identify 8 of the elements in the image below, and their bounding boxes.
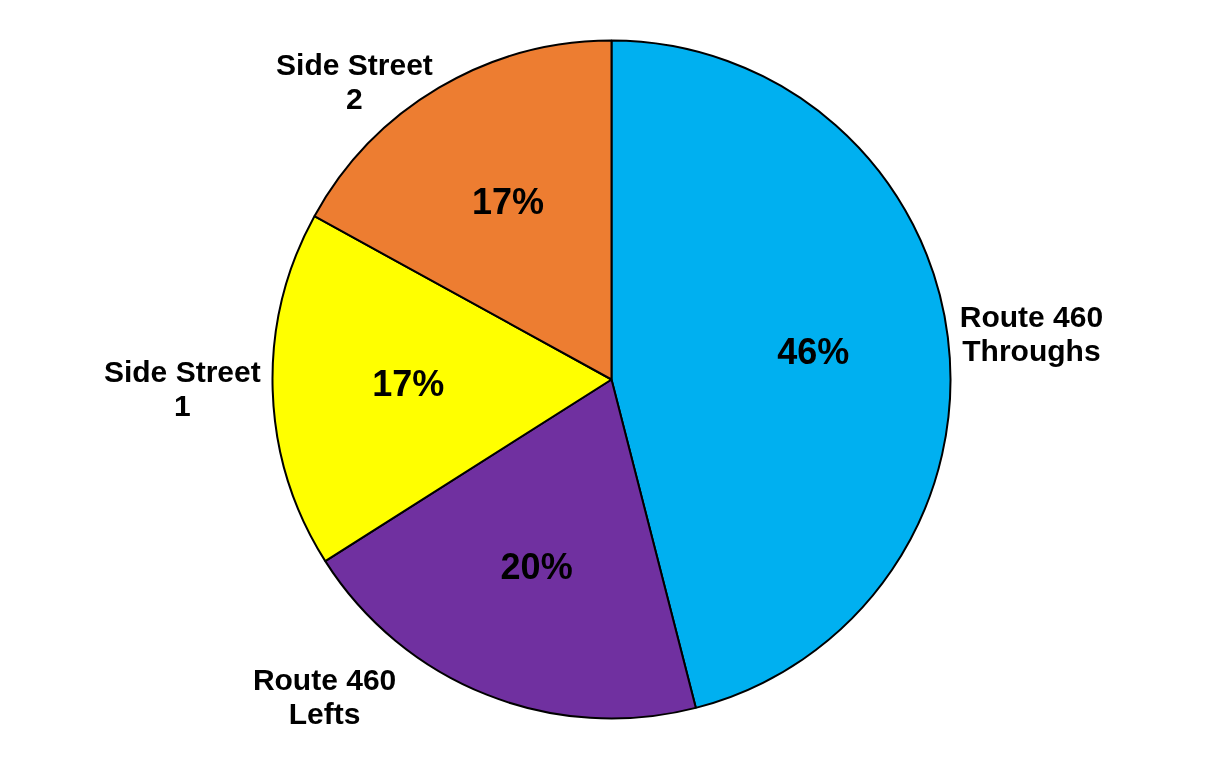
slice-label: Side Street 1 — [103, 354, 261, 422]
data-label: 20% — [500, 545, 573, 587]
data-label: 17% — [471, 181, 544, 223]
slice-label: Side Street 2 — [276, 48, 433, 116]
data-label: 17% — [372, 362, 445, 404]
slice-label: Route 460 Throughs — [959, 299, 1104, 367]
slice-label: Route 460 Lefts — [252, 663, 397, 731]
data-label: 46% — [777, 330, 850, 372]
